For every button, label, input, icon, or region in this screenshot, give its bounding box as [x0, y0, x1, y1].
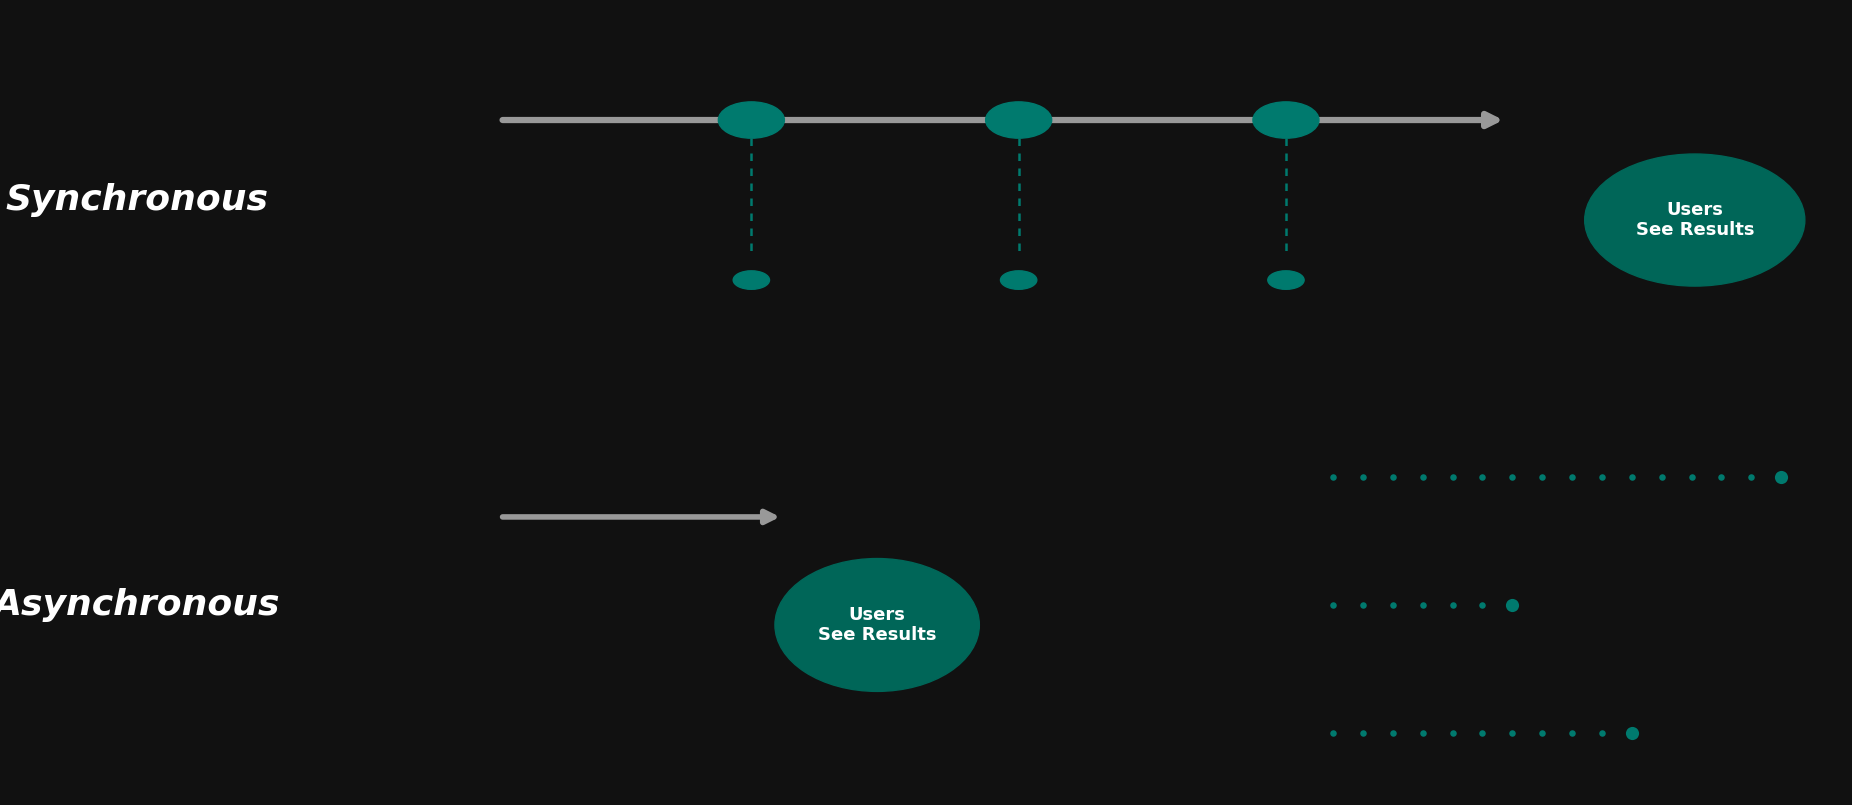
Point	[1467, 470, 1496, 483]
Point	[1587, 727, 1617, 740]
Text: Operation 1: Operation 1	[691, 343, 811, 361]
Point	[1498, 599, 1528, 612]
Point	[1558, 727, 1587, 740]
Point	[1378, 599, 1408, 612]
Ellipse shape	[719, 102, 785, 138]
Point	[1737, 470, 1767, 483]
Point	[1378, 470, 1408, 483]
Point	[1498, 727, 1528, 740]
Text: Save
Record: Save Record	[406, 473, 469, 512]
Text: Operation 2: Operation 2	[1113, 596, 1233, 614]
Text: Users
See Results: Users See Results	[819, 605, 937, 644]
Point	[1467, 727, 1496, 740]
Text: Operation 3: Operation 3	[1226, 343, 1346, 361]
Ellipse shape	[985, 102, 1052, 138]
Text: Save
Record: Save Record	[406, 40, 469, 80]
Text: Asynchronous: Asynchronous	[0, 588, 280, 622]
Ellipse shape	[1269, 270, 1304, 289]
Point	[1378, 727, 1408, 740]
Point	[1676, 470, 1706, 483]
Point	[1319, 470, 1348, 483]
Point	[1319, 727, 1348, 740]
Point	[1617, 470, 1646, 483]
Point	[1408, 599, 1437, 612]
Point	[1558, 470, 1587, 483]
Point	[1437, 470, 1467, 483]
Ellipse shape	[1000, 270, 1037, 289]
Text: Operation 2: Operation 2	[959, 343, 1078, 361]
Point	[1348, 599, 1378, 612]
Text: Synchronous: Synchronous	[6, 183, 269, 217]
Point	[1408, 727, 1437, 740]
Point	[1408, 470, 1437, 483]
Point	[1348, 470, 1378, 483]
Point	[1467, 599, 1496, 612]
Point	[1708, 470, 1737, 483]
Point	[1767, 470, 1796, 483]
Point	[1587, 470, 1617, 483]
Ellipse shape	[1585, 154, 1806, 286]
Point	[1437, 727, 1467, 740]
Point	[1528, 727, 1558, 740]
Text: Operation 3: Operation 3	[1113, 724, 1233, 742]
Point	[1348, 727, 1378, 740]
Point	[1319, 599, 1348, 612]
Point	[1646, 470, 1676, 483]
Text: Users
See Results: Users See Results	[1635, 200, 1754, 239]
Ellipse shape	[1254, 102, 1319, 138]
Point	[1498, 470, 1528, 483]
Point	[1617, 727, 1646, 740]
Point	[1437, 599, 1467, 612]
Point	[1528, 470, 1558, 483]
Ellipse shape	[733, 270, 770, 289]
Ellipse shape	[774, 559, 980, 691]
Text: Operation 1: Operation 1	[1113, 468, 1233, 486]
